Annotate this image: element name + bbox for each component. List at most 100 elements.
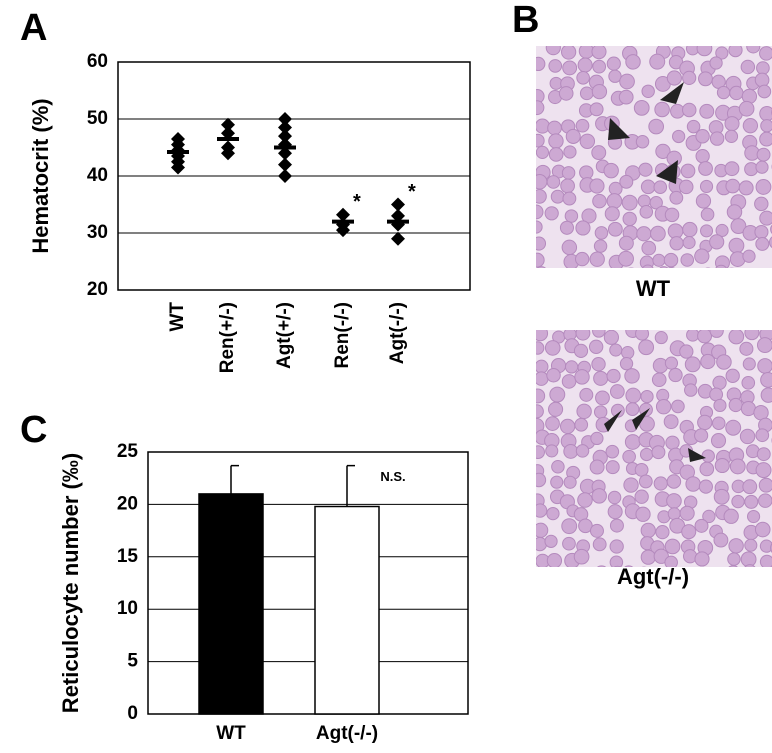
cell bbox=[593, 194, 607, 208]
cell bbox=[710, 235, 724, 249]
cell bbox=[699, 480, 712, 493]
cell bbox=[641, 390, 653, 402]
cell bbox=[732, 495, 744, 507]
x-tick-label: Agt(+/-) bbox=[274, 302, 295, 369]
cell bbox=[562, 375, 576, 389]
cell bbox=[716, 570, 728, 582]
cell bbox=[742, 377, 755, 390]
cell bbox=[759, 494, 772, 508]
cell bbox=[606, 445, 619, 458]
cell bbox=[608, 268, 622, 282]
cell bbox=[535, 360, 548, 373]
cell bbox=[666, 436, 679, 449]
cell bbox=[701, 225, 713, 237]
cell bbox=[667, 475, 681, 489]
cell bbox=[576, 445, 588, 457]
cell bbox=[548, 121, 562, 135]
cell bbox=[761, 120, 772, 132]
cell bbox=[649, 119, 664, 134]
x-tick-label: Ren(-/-) bbox=[332, 302, 353, 368]
y-tick-label: 60 bbox=[87, 51, 108, 72]
cell bbox=[566, 129, 580, 143]
cell bbox=[743, 119, 757, 133]
cell bbox=[641, 523, 655, 537]
cell bbox=[729, 329, 744, 344]
cell bbox=[577, 404, 591, 418]
cell bbox=[713, 376, 726, 389]
cell bbox=[730, 86, 743, 99]
cell bbox=[761, 388, 772, 403]
cell bbox=[701, 208, 714, 221]
cell bbox=[757, 148, 770, 161]
cell bbox=[702, 450, 714, 462]
cell bbox=[700, 180, 712, 192]
cell bbox=[651, 226, 666, 241]
cell bbox=[695, 429, 708, 442]
cell bbox=[607, 57, 620, 70]
cell bbox=[549, 148, 563, 162]
cell bbox=[560, 221, 573, 234]
significance-label: N.S. bbox=[380, 469, 405, 484]
cell bbox=[562, 45, 576, 59]
cell bbox=[567, 271, 581, 285]
cell bbox=[669, 368, 682, 381]
cell bbox=[594, 240, 606, 252]
cell bbox=[682, 525, 696, 539]
cell bbox=[533, 504, 546, 517]
cell bbox=[563, 537, 576, 550]
y-tick-label: 30 bbox=[87, 222, 108, 243]
cell bbox=[545, 535, 557, 547]
cell bbox=[740, 342, 753, 355]
cell bbox=[667, 494, 682, 509]
cell bbox=[592, 84, 606, 98]
cell bbox=[636, 327, 649, 340]
cell bbox=[757, 338, 772, 353]
cell bbox=[725, 130, 737, 142]
cell bbox=[623, 450, 636, 463]
cell bbox=[535, 119, 549, 133]
cell bbox=[687, 329, 699, 341]
cell bbox=[564, 146, 576, 158]
cell bbox=[590, 103, 603, 116]
cell bbox=[578, 493, 593, 508]
significance-label: * bbox=[353, 191, 361, 213]
cell bbox=[664, 415, 678, 429]
cell bbox=[619, 251, 634, 266]
cell bbox=[565, 361, 577, 373]
cell bbox=[576, 119, 589, 132]
micrograph bbox=[529, 40, 772, 285]
cell bbox=[680, 345, 693, 358]
cell bbox=[654, 477, 667, 490]
cell bbox=[547, 507, 559, 519]
cell bbox=[536, 146, 548, 158]
cell bbox=[635, 490, 648, 503]
cell bbox=[605, 207, 619, 221]
cell bbox=[551, 476, 563, 488]
cell bbox=[714, 533, 728, 547]
cell bbox=[641, 180, 655, 194]
cell bbox=[711, 434, 725, 448]
cell bbox=[739, 101, 754, 116]
cell bbox=[624, 478, 638, 492]
cell bbox=[576, 221, 590, 235]
cell bbox=[714, 399, 726, 411]
cell bbox=[665, 539, 680, 554]
cell bbox=[576, 252, 589, 265]
cell bbox=[756, 429, 769, 442]
cell bbox=[593, 325, 606, 338]
cell bbox=[532, 237, 545, 250]
cell bbox=[530, 221, 542, 233]
cell bbox=[590, 460, 604, 474]
x-tick-label: Agt(-/-) bbox=[387, 302, 408, 364]
cell bbox=[574, 344, 587, 357]
cell bbox=[531, 389, 545, 403]
cell bbox=[743, 480, 757, 494]
cell bbox=[530, 405, 543, 418]
y-tick-label: 10 bbox=[117, 598, 138, 619]
cell bbox=[562, 519, 577, 534]
cell bbox=[654, 181, 667, 194]
y-tick-label: 5 bbox=[127, 651, 138, 672]
cell bbox=[653, 254, 665, 266]
cell bbox=[724, 268, 739, 283]
